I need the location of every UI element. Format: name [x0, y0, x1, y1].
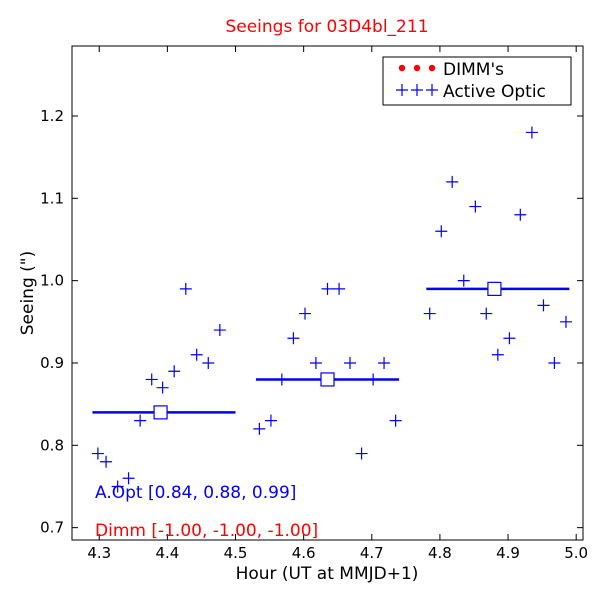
active-optic-point [202, 356, 215, 369]
active-optic-point [309, 356, 322, 369]
active-optic-point [168, 365, 181, 378]
active-optic-point [525, 126, 538, 139]
legend-active-optic-marker [396, 84, 408, 96]
active-optic-point [179, 282, 192, 295]
active-optic-point [122, 472, 135, 485]
annotation-text: A.Opt [0.84, 0.88, 0.99] [95, 483, 296, 503]
x-tick-label: 4.9 [496, 544, 520, 562]
active-optic-point [321, 282, 334, 295]
active-optic-point [446, 175, 459, 188]
x-tick-label: 4.6 [292, 544, 316, 562]
active-optic-point [253, 422, 266, 435]
active-optic-point [100, 455, 113, 468]
y-tick-label: 0.7 [40, 519, 64, 537]
x-tick-label: 4.5 [224, 544, 248, 562]
active-optic-point [156, 381, 169, 394]
legend-active-optic-label: Active Optic [443, 82, 546, 102]
legend-active-optic-marker [426, 84, 438, 96]
x-axis-label: Hour (UT at MMJD+1) [236, 564, 419, 584]
active-optic-point [548, 356, 561, 369]
active-optic-point [457, 274, 470, 287]
active-optic-point [145, 373, 158, 386]
active-optic-point [299, 307, 312, 320]
active-optic-point [111, 480, 124, 493]
active-optic-point [503, 332, 516, 345]
y-tick-label: 0.9 [40, 354, 64, 372]
legend-box [382, 56, 572, 106]
y-tick-label: 0.8 [40, 436, 64, 454]
legend-dimm-marker [428, 64, 436, 72]
legend-dimm-label: DIMM's [443, 60, 504, 80]
plot-area: 4.3 4.4 4.5 4.6 4.7 4.8 4.9 5.0 0.7 0.8 0.9 1.0 1.1 1… [40, 45, 588, 562]
annotation-text: Dimm [-1.00, -1.00, -1.00] [95, 521, 318, 541]
y-tick-label: 1.2 [40, 107, 64, 125]
active-optic-point [514, 208, 527, 221]
y-axis-label: Seeing (") [18, 251, 38, 336]
active-optic-point [491, 348, 504, 361]
legend-active-optic-marker [411, 84, 423, 96]
x-tick-label: 4.8 [428, 544, 452, 562]
average-marker [320, 372, 335, 387]
x-tick-label: 4.7 [360, 544, 384, 562]
active-optic-point [480, 307, 493, 320]
active-optic-point [389, 414, 402, 427]
active-optic-point [469, 200, 482, 213]
active-optic-point [435, 225, 448, 238]
active-optic-point [213, 324, 226, 337]
chart-title: Seeings for 03D4bl_211 [225, 17, 428, 37]
average-marker [487, 281, 502, 296]
active-optic-point [559, 315, 572, 328]
active-optic-point [190, 348, 203, 361]
active-optic-point [134, 414, 147, 427]
y-tick-label: 1.1 [40, 189, 64, 207]
active-optic-point [537, 299, 550, 312]
active-optic-point [287, 332, 300, 345]
average-marker [153, 405, 168, 420]
y-tick-label: 1.0 [40, 272, 64, 290]
active-optic-point [378, 356, 391, 369]
active-optic-point [343, 356, 356, 369]
x-tick-label: 5.0 [564, 544, 588, 562]
x-tick-label: 4.4 [155, 544, 179, 562]
active-optic-point [333, 282, 346, 295]
x-tick-label: 4.3 [87, 544, 111, 562]
active-optic-point [91, 447, 104, 460]
active-optic-point [264, 414, 277, 427]
active-optic-point [423, 307, 436, 320]
legend-dimm-marker [413, 64, 421, 72]
legend-dimm-marker [398, 64, 406, 72]
active-optic-point [355, 447, 368, 460]
